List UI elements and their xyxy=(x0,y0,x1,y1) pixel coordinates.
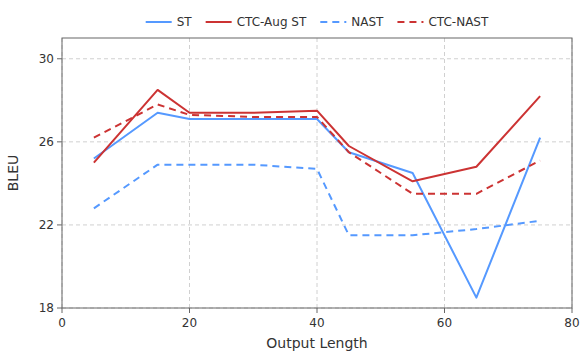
x-tick-label: 60 xyxy=(437,316,452,330)
chart: 18 22 26 30 0 20 40 60 80 Output Length BLEU ST CTC-… xyxy=(0,0,588,360)
y-grid-line xyxy=(62,141,572,142)
x-tick xyxy=(189,308,190,313)
series-line xyxy=(94,90,540,181)
legend-item: NAST xyxy=(320,15,384,29)
legend-label: CTC-NAST xyxy=(428,15,489,29)
x-tick xyxy=(572,308,573,313)
legend-item: CTC-Aug ST xyxy=(206,15,307,29)
legend-item: CTC-NAST xyxy=(397,15,489,29)
y-tick xyxy=(57,224,62,225)
x-tick xyxy=(317,308,318,313)
plot-area xyxy=(62,38,572,308)
x-tick-label: 20 xyxy=(182,316,197,330)
legend-item: ST xyxy=(146,15,193,29)
x-tick-label: 80 xyxy=(564,316,579,330)
y-tick xyxy=(57,308,62,309)
legend: ST CTC-Aug ST NAST CTC-NAST xyxy=(146,15,489,29)
x-axis-label: Output Length xyxy=(266,335,367,351)
legend-label: CTC-Aug ST xyxy=(237,15,307,29)
plot-frame xyxy=(62,38,572,308)
x-tick-label: 40 xyxy=(309,316,324,330)
legend-label: NAST xyxy=(351,15,384,29)
x-tick xyxy=(62,308,63,313)
lines xyxy=(94,90,540,298)
legend-swatch xyxy=(320,21,346,23)
x-tick-label: 0 xyxy=(58,316,66,330)
y-tick xyxy=(57,58,62,59)
x-tick xyxy=(444,308,445,313)
y-axis-label: BLEU xyxy=(5,155,21,192)
x-grid-line xyxy=(189,38,190,308)
y-tick-label: 30 xyxy=(39,52,54,66)
y-tick-label: 22 xyxy=(39,218,54,232)
y-tick-label: 18 xyxy=(39,301,54,315)
y-tick-label: 26 xyxy=(39,135,54,149)
y-grid-line xyxy=(62,224,572,225)
grid xyxy=(62,38,572,308)
series-line xyxy=(94,165,540,236)
y-tick xyxy=(57,141,62,142)
series-line xyxy=(94,104,540,193)
legend-swatch xyxy=(397,21,423,23)
series-line xyxy=(94,113,540,298)
x-grid-line xyxy=(317,38,318,308)
legend-swatch xyxy=(146,21,172,23)
legend-label: ST xyxy=(177,15,193,29)
legend-swatch xyxy=(206,21,232,23)
